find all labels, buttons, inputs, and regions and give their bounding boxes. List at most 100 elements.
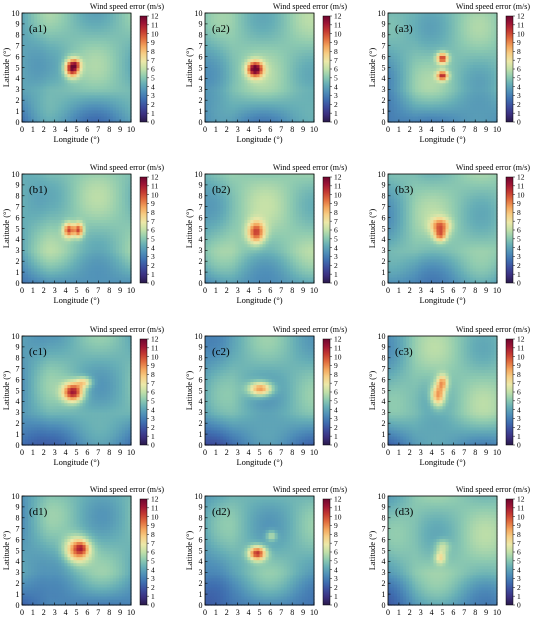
heatmap-cell	[94, 76, 99, 81]
heatmap-cell	[31, 22, 35, 26]
heatmap-cell	[214, 115, 218, 120]
heatmap-cell	[52, 115, 56, 120]
heatmap-cell	[55, 55, 59, 60]
heatmap-cell	[97, 28, 102, 32]
heatmap-cell	[22, 91, 26, 96]
heatmap-cell	[289, 82, 294, 87]
heatmap-cell	[205, 88, 209, 93]
heatmap-cell	[217, 97, 221, 102]
heatmap-cell	[223, 19, 227, 23]
heatmap-cell	[46, 67, 50, 72]
colorbar-tick-label: 2	[151, 100, 155, 109]
colorbar-tick-label: 7	[517, 56, 521, 65]
heatmap-cell	[55, 43, 59, 47]
heatmap-cell	[91, 22, 96, 26]
heatmap-cell	[232, 49, 236, 53]
heatmap-cell	[244, 67, 248, 72]
heatmap-cell	[304, 31, 309, 35]
heatmap-cell	[106, 13, 111, 17]
heatmap-cell	[43, 82, 47, 87]
heatmap-cell	[256, 55, 261, 60]
heatmap-cell	[238, 79, 242, 84]
y-tick-label: 6	[382, 52, 386, 61]
heatmap-cell	[88, 37, 93, 41]
heatmap-cell	[31, 106, 35, 111]
heatmap-cell	[40, 16, 44, 20]
heatmap-cell	[211, 103, 215, 108]
heatmap-cell	[43, 91, 47, 96]
heatmap-cell	[265, 70, 270, 75]
heatmap-cell	[31, 100, 35, 105]
heatmap-cell	[238, 88, 242, 93]
heatmap-cell	[25, 28, 29, 32]
heatmap-cell	[91, 106, 96, 111]
heatmap-cell	[94, 118, 99, 123]
heatmap-cell	[52, 70, 56, 75]
heatmap-cell	[103, 34, 108, 38]
heatmap-cell	[124, 34, 129, 38]
heatmap-cell	[256, 73, 261, 78]
heatmap-cell	[58, 64, 62, 69]
heatmap-cell	[223, 52, 227, 56]
heatmap-cell	[307, 73, 312, 78]
heatmap-cell	[103, 37, 108, 41]
heatmap-cell	[286, 52, 291, 56]
heatmap-cell	[61, 31, 65, 35]
heatmap-cell	[43, 112, 47, 117]
heatmap-cell	[292, 112, 297, 117]
heatmap-cell	[46, 97, 50, 102]
heatmap-cell	[61, 43, 65, 47]
heatmap-cell	[76, 28, 81, 32]
heatmap-cell	[265, 94, 270, 99]
heatmap-cell	[235, 109, 239, 114]
heatmap-cell	[256, 61, 261, 66]
heatmap-cell	[229, 73, 233, 78]
heatmap-cell	[286, 100, 291, 105]
colorbar-tick-label: 9	[517, 38, 521, 47]
heatmap-cell	[109, 91, 114, 96]
heatmap-cell	[280, 88, 285, 93]
heatmap-cell	[124, 91, 129, 96]
heatmap-cell	[214, 34, 218, 38]
heatmap-cell	[127, 28, 132, 32]
heatmap-cell	[49, 82, 53, 87]
heatmap-cell	[40, 55, 44, 60]
heatmap-cell	[100, 16, 105, 20]
x-tick-label: 1	[31, 125, 35, 134]
heatmap-cell	[109, 67, 114, 72]
heatmap-cell	[67, 73, 72, 78]
y-tick-label: 10	[195, 9, 203, 18]
heatmap-cell	[85, 25, 90, 29]
colorbar-tick-label: 5	[334, 73, 338, 82]
heatmap-cell	[286, 73, 291, 78]
heatmap-cell	[100, 49, 105, 53]
heatmap-cell	[109, 37, 114, 41]
heatmap-cell	[247, 103, 252, 108]
heatmap-cell	[28, 73, 32, 78]
heatmap-cell	[49, 58, 53, 63]
heatmap-cell	[241, 100, 245, 105]
heatmap-cell	[85, 67, 90, 72]
heatmap-cell	[271, 112, 276, 117]
heatmap-cell	[37, 64, 41, 69]
heatmap-cell	[244, 22, 248, 26]
heatmap-cell	[247, 73, 252, 78]
heatmap-cell	[229, 31, 233, 35]
heatmap-cell	[76, 25, 81, 29]
heatmap-cell	[67, 91, 72, 96]
heatmap-cell	[211, 88, 215, 93]
heatmap-cell	[229, 88, 233, 93]
heatmap-cell	[76, 37, 81, 41]
heatmap-cell	[88, 73, 93, 78]
heatmap-cell	[115, 100, 120, 105]
heatmap-cell	[214, 37, 218, 41]
heatmap-cell	[52, 94, 56, 99]
heatmap-cell	[106, 43, 111, 47]
heatmap-cell	[34, 94, 38, 99]
heatmap-cell	[310, 25, 315, 29]
heatmap-cell	[88, 82, 93, 87]
heatmap-cell	[247, 67, 252, 72]
heatmap-cell	[115, 76, 120, 81]
heatmap-cell	[37, 58, 41, 63]
heatmap-cell	[25, 13, 29, 17]
